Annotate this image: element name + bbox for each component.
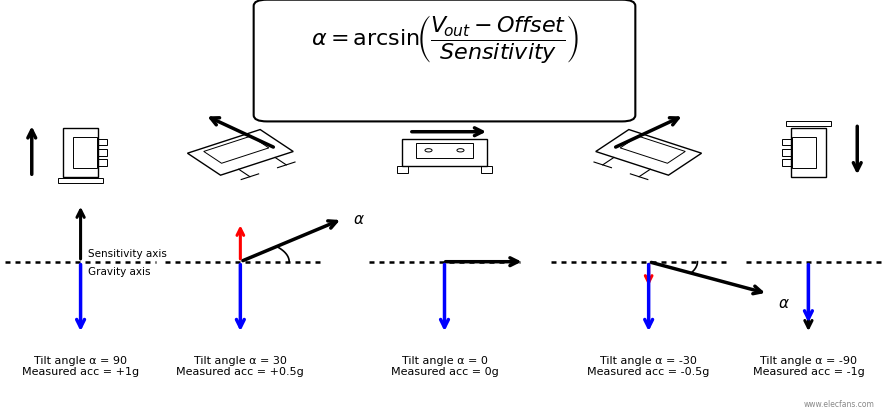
Text: Gravity axis: Gravity axis <box>88 266 150 276</box>
Bar <box>99 150 108 156</box>
Bar <box>791 138 816 169</box>
Bar <box>99 140 108 146</box>
Text: Tilt angle α = 90
Measured acc = +1g: Tilt angle α = 90 Measured acc = +1g <box>22 355 140 376</box>
Bar <box>99 160 108 166</box>
Bar <box>59 179 103 184</box>
Bar <box>781 150 790 156</box>
Bar <box>481 166 492 174</box>
Bar <box>416 144 473 158</box>
Bar <box>63 128 99 178</box>
Text: Tilt angle α = -90
Measured acc = -1g: Tilt angle α = -90 Measured acc = -1g <box>753 355 864 376</box>
Bar <box>781 160 790 166</box>
Text: $\alpha$: $\alpha$ <box>353 212 365 226</box>
Bar <box>397 166 408 174</box>
Text: Tilt angle α = 0
Measured acc = 0g: Tilt angle α = 0 Measured acc = 0g <box>390 355 499 376</box>
Text: Tilt angle α = 30
Measured acc = +0.5g: Tilt angle α = 30 Measured acc = +0.5g <box>177 355 304 376</box>
Bar <box>786 122 830 127</box>
Text: Tilt angle α = -30
Measured acc = -0.5g: Tilt angle α = -30 Measured acc = -0.5g <box>588 355 709 376</box>
Bar <box>73 138 98 169</box>
Bar <box>790 128 826 178</box>
Text: Sensitivity axis: Sensitivity axis <box>88 248 166 258</box>
Bar <box>781 140 790 146</box>
Text: www.elecfans.com: www.elecfans.com <box>805 399 875 408</box>
Text: $\alpha = \mathrm{arcsin}\!\left(\dfrac{V_{\!out} - \mathit{Offset}}{\mathit{Sen: $\alpha = \mathrm{arcsin}\!\left(\dfrac{… <box>310 13 579 65</box>
Text: $\alpha$: $\alpha$ <box>779 296 790 310</box>
Bar <box>403 140 486 166</box>
